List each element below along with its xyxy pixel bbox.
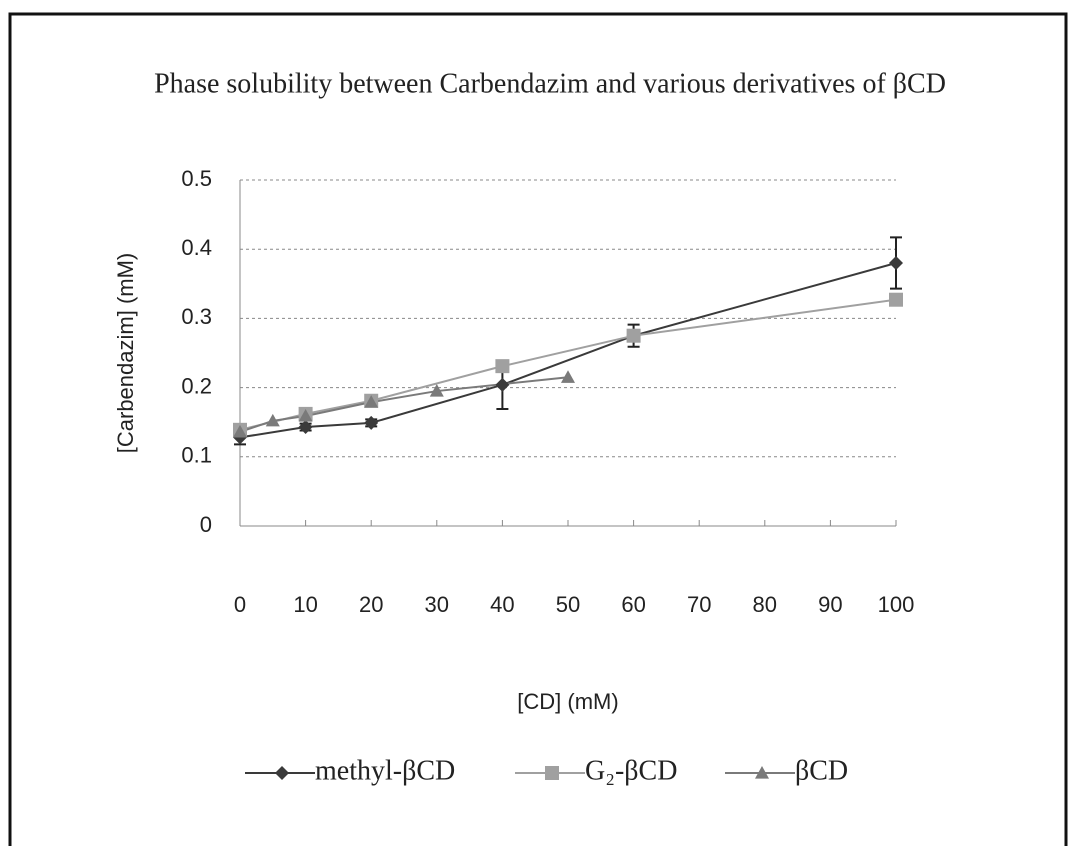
y-tick-label: 0.4 [181,235,212,260]
x-tick-label: 20 [359,592,383,617]
marker [561,370,575,383]
x-tick-label: 40 [490,592,514,617]
x-tick-label: 70 [687,592,711,617]
marker [429,384,444,397]
x-tick-label: 10 [293,592,317,617]
marker [495,359,510,374]
x-tick-label: 30 [425,592,449,617]
legend-marker [755,766,769,779]
marker [889,256,903,271]
y-tick-label: 0.2 [181,373,212,398]
marker [298,408,313,422]
marker [495,377,510,392]
y-tick-label: 0.3 [181,304,212,329]
x-axis-label: [CD] (mM) [517,689,618,714]
series-line [239,262,897,439]
legend-marker [275,766,289,780]
y-tick-label: 0 [200,512,212,537]
legend-label: methyl-βCD [315,755,455,786]
marker [298,420,313,435]
series-line [239,298,897,431]
x-tick-label: 0 [234,592,246,617]
y-tick-label: 0.5 [181,166,212,191]
marker [364,415,379,430]
marker [265,413,280,427]
legend-marker [545,766,559,780]
marker [626,328,641,343]
x-tick-label: 60 [621,592,645,617]
chart-title: Phase solubility between Carbendazim and… [154,68,946,99]
x-tick-label: 90 [818,592,842,617]
marker [233,424,247,438]
frame [8,12,1068,846]
x-tick-label: 50 [556,592,580,617]
x-tick-label: 100 [878,592,915,617]
x-tick-label: 80 [753,592,777,617]
marker [364,395,379,408]
marker [889,292,903,307]
series-line [239,376,569,433]
legend-label: G₂-βCD [585,755,677,786]
y-axis-label: [Carbendazim] (mM) [113,253,138,453]
y-tick-label: 0.1 [181,443,212,468]
legend-label: βCD [795,755,848,786]
